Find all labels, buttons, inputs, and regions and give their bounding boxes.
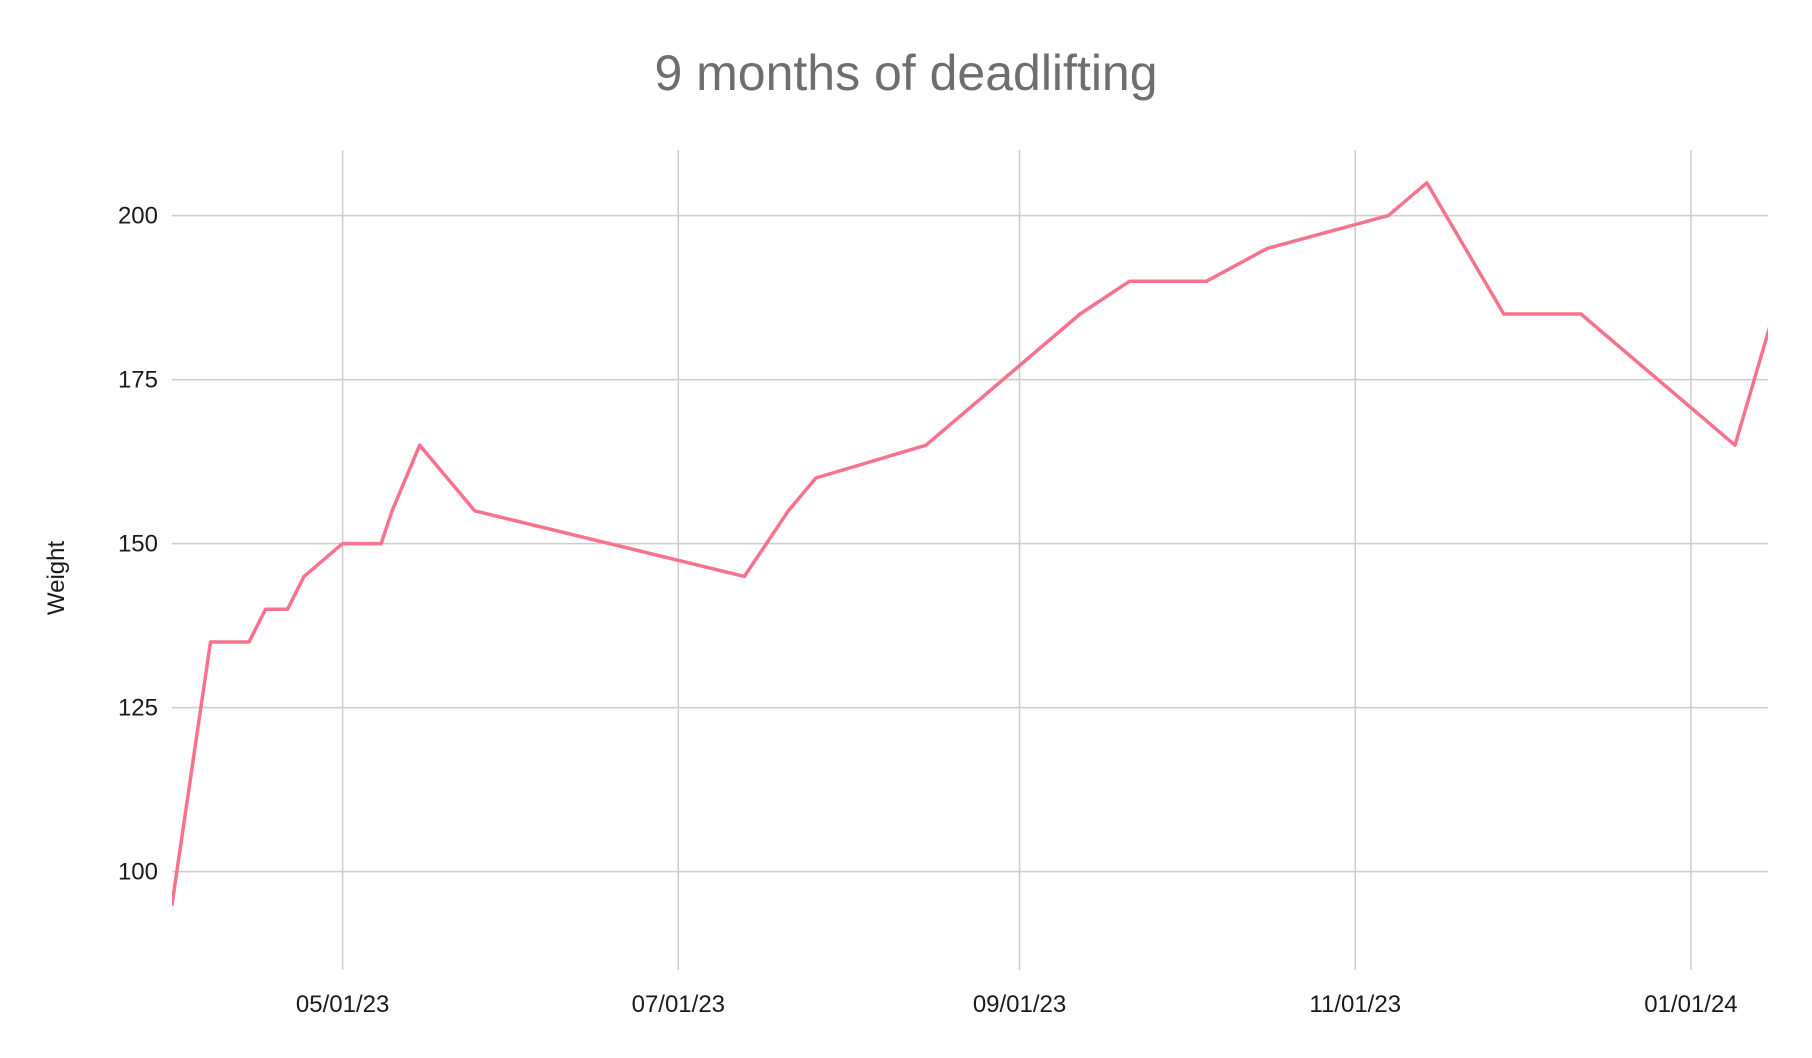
x-tick-label: 05/01/23: [296, 991, 389, 1018]
x-tick-label: 01/01/24: [1644, 991, 1737, 1018]
series-layer: [172, 181, 1768, 907]
y-tick-label: 125: [118, 695, 158, 722]
y-tick-label: 100: [118, 859, 158, 886]
weight-series-line: [172, 181, 1768, 907]
x-tick-label: 11/01/23: [1309, 991, 1401, 1018]
y-tick-label: 175: [118, 367, 158, 394]
y-axis-label: Weight: [43, 541, 70, 616]
y-tick-label: 200: [118, 203, 158, 230]
y-axis-ticks: 100 125 150 175 200: [118, 203, 158, 886]
x-axis-ticks: 05/01/23 07/01/23 09/01/23 11/01/23 01/01/24: [296, 991, 1738, 1018]
grid-lines: [172, 150, 1768, 970]
y-tick-label: 150: [118, 531, 158, 558]
x-tick-label: 09/01/23: [973, 991, 1066, 1018]
x-tick-label: 07/01/23: [632, 991, 725, 1018]
chart-title: 9 months of deadlifting: [654, 45, 1157, 101]
